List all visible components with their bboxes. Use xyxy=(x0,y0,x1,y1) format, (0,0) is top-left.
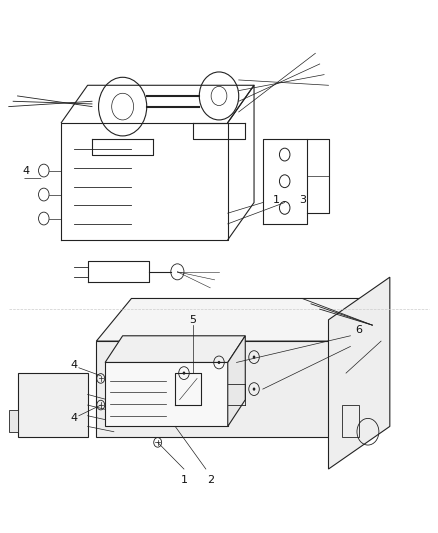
Polygon shape xyxy=(18,373,88,437)
Circle shape xyxy=(218,361,220,364)
Text: 1: 1 xyxy=(272,195,279,205)
Text: 2: 2 xyxy=(207,475,214,484)
Text: 5: 5 xyxy=(189,315,196,325)
Text: 4: 4 xyxy=(71,414,78,423)
Polygon shape xyxy=(228,336,245,426)
Text: 3: 3 xyxy=(299,195,306,205)
Polygon shape xyxy=(105,336,245,362)
Polygon shape xyxy=(96,341,342,437)
Text: 4: 4 xyxy=(71,360,78,370)
Text: 1: 1 xyxy=(180,475,187,484)
Circle shape xyxy=(253,356,255,359)
Bar xyxy=(342,405,359,437)
Text: 4: 4 xyxy=(23,166,30,175)
Polygon shape xyxy=(105,362,228,426)
Polygon shape xyxy=(342,298,377,437)
Circle shape xyxy=(253,387,255,391)
Polygon shape xyxy=(328,277,390,469)
Circle shape xyxy=(183,372,185,375)
Polygon shape xyxy=(9,410,18,432)
Text: 6: 6 xyxy=(356,326,363,335)
Polygon shape xyxy=(96,298,377,341)
